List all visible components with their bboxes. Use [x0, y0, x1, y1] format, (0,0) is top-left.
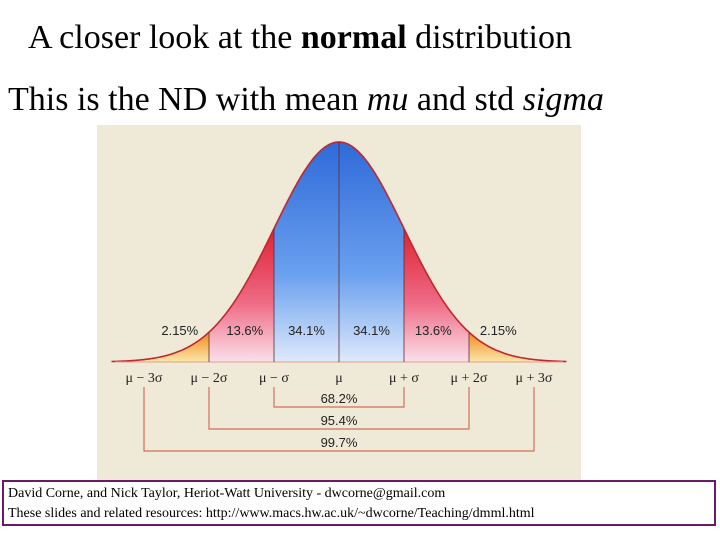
axis-label: μ + 2σ	[451, 371, 488, 386]
axis-label: μ − 2σ	[191, 371, 228, 386]
range-bracket	[208, 387, 470, 430]
slide-title-line2: This is the ND with mean mu and std sigm…	[0, 80, 720, 120]
range-percent-label: 99.7%	[321, 435, 358, 450]
axis-label: μ − 3σ	[126, 371, 163, 386]
band-percent-label: 34.1%	[353, 323, 390, 338]
subtitle-text-1: This is the ND with mean	[8, 81, 367, 118]
title-text-bold: normal	[300, 19, 407, 56]
band-percent-label: 2.15%	[161, 323, 198, 338]
range-bracket	[143, 387, 535, 452]
range-bracket	[273, 387, 405, 408]
title-text-after: distribution	[406, 19, 572, 56]
normal-distribution-figure: 2.15% 13.6% 34.1% 34.1% 13.6% 2.15% μ − 3σ μ −…	[97, 125, 581, 480]
subtitle-text-2: and std	[408, 81, 523, 118]
range-percent-label: 95.4%	[321, 413, 358, 428]
axis-label: μ + 3σ	[516, 371, 553, 386]
subtitle-sigma: sigma	[522, 81, 604, 118]
range-label-bg	[317, 390, 361, 406]
footer-line1: David Corne, and Nick Taylor, Heriot-Wat…	[8, 486, 446, 501]
axis-label: μ	[335, 371, 343, 386]
band-percent-label: 34.1%	[288, 323, 325, 338]
slide-title-line1: A closer look at the normal distribution	[0, 18, 720, 58]
band-percent-label: 2.15%	[480, 323, 517, 338]
title-text-before: A closer look at the	[28, 19, 301, 56]
axis-label: μ + σ	[389, 371, 419, 386]
band-tail-right	[469, 332, 567, 362]
band-percent-label: 13.6%	[226, 323, 263, 338]
normal-curve-diagram: 2.15% 13.6% 34.1% 34.1% 13.6% 2.15% μ − 3σ μ −…	[111, 141, 567, 452]
subtitle-mu: mu	[366, 81, 409, 118]
band-percent-label: 13.6%	[415, 323, 452, 338]
footer-line2: These slides and related resources: http…	[8, 506, 535, 521]
slide-footer: David Corne, and Nick Taylor, Heriot-Wat…	[2, 480, 716, 526]
range-label-bg	[317, 412, 361, 428]
range-percent-label: 68.2%	[321, 391, 358, 406]
range-label-bg	[317, 434, 361, 450]
band-tail-left	[111, 332, 209, 362]
axis-label: μ − σ	[259, 371, 289, 386]
